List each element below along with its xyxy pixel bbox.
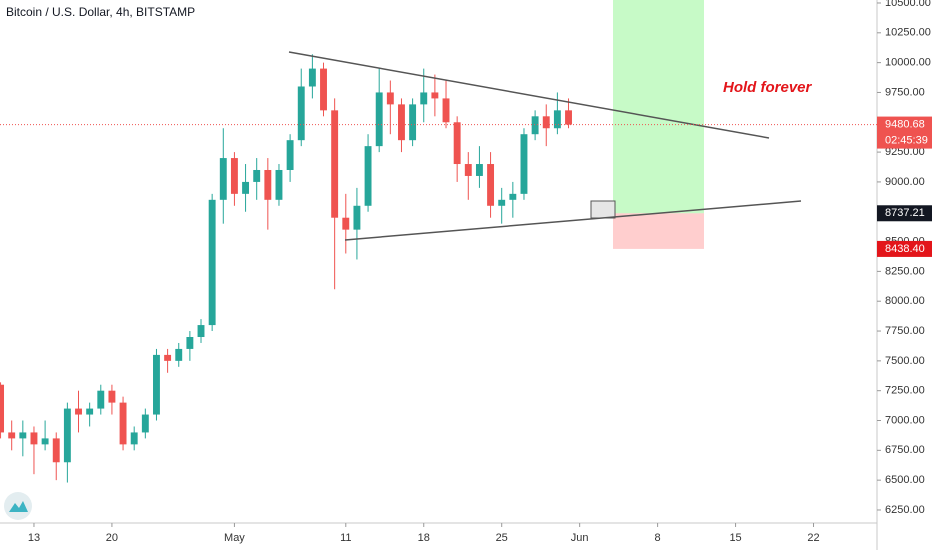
entry-price-label: 8737.21 bbox=[885, 207, 925, 219]
y-tick-label: 6250.00 bbox=[885, 504, 925, 516]
candle-body bbox=[498, 199, 506, 206]
x-tick-label: 25 bbox=[496, 532, 508, 544]
entry-box bbox=[590, 200, 616, 219]
candle-body bbox=[19, 432, 27, 439]
candle-body bbox=[63, 408, 71, 463]
y-tick-label: 10000.00 bbox=[885, 57, 931, 69]
candle-body bbox=[442, 98, 450, 123]
y-tick-label: 9000.00 bbox=[885, 176, 925, 188]
candle-body bbox=[386, 92, 394, 105]
x-tick-label: 11 bbox=[340, 532, 351, 544]
candle-body bbox=[275, 169, 283, 200]
x-tick-label: 15 bbox=[729, 532, 741, 544]
candle-body bbox=[119, 402, 127, 445]
last-price-label: 9480.68 bbox=[885, 118, 925, 130]
candle-body bbox=[141, 414, 149, 433]
candle-body bbox=[0, 384, 5, 433]
candle-body bbox=[364, 146, 372, 206]
candle-body bbox=[75, 408, 82, 415]
x-tick-label: 20 bbox=[106, 532, 118, 544]
candle-body bbox=[286, 140, 294, 170]
candle-body bbox=[97, 390, 105, 409]
profit-zone bbox=[613, 0, 704, 214]
candle-body bbox=[398, 104, 405, 141]
trendline bbox=[288, 51, 770, 139]
y-tick-label: 7250.00 bbox=[885, 385, 925, 397]
candle-body bbox=[130, 432, 138, 445]
y-tick-label: 10500.00 bbox=[885, 0, 931, 9]
candle-body bbox=[197, 325, 205, 338]
candle-body bbox=[520, 134, 528, 194]
candle-body bbox=[264, 169, 272, 200]
y-tick-label: 8250.00 bbox=[885, 265, 925, 277]
candle-body bbox=[331, 110, 339, 218]
candle-body bbox=[353, 205, 361, 230]
y-tick-label: 6750.00 bbox=[885, 444, 925, 456]
y-tick-label: 7750.00 bbox=[885, 325, 925, 337]
stop-price-label: 8438.40 bbox=[885, 243, 925, 255]
logo bbox=[4, 492, 32, 520]
candle-body bbox=[308, 68, 316, 87]
candle-body bbox=[30, 432, 38, 445]
candle-body bbox=[219, 158, 227, 200]
x-tick-label: 8 bbox=[655, 532, 661, 544]
trendline bbox=[344, 200, 802, 241]
candle-body bbox=[8, 432, 16, 439]
candle-body bbox=[542, 116, 550, 129]
x-tick-label: 13 bbox=[28, 532, 40, 544]
x-tick-label: 22 bbox=[807, 532, 819, 544]
x-tick-label: Jun bbox=[571, 532, 589, 544]
candle-body bbox=[52, 438, 60, 463]
candle-body bbox=[253, 169, 261, 182]
y-tick-label: 8000.00 bbox=[885, 295, 925, 307]
y-tick-label: 7500.00 bbox=[885, 355, 925, 367]
y-tick-label: 9250.00 bbox=[885, 146, 925, 158]
candle-body bbox=[420, 92, 428, 105]
chart-title: Bitcoin / U.S. Dollar, 4h, BITSTAMP bbox=[6, 5, 195, 19]
entry-price-box bbox=[877, 205, 932, 222]
candle-body bbox=[475, 164, 483, 176]
y-tick-label: 9750.00 bbox=[885, 86, 925, 98]
candle-body bbox=[186, 337, 194, 349]
candle-body bbox=[342, 217, 350, 230]
x-tick-label: May bbox=[224, 532, 245, 544]
candle-body bbox=[464, 164, 472, 176]
loss-zone bbox=[613, 213, 704, 249]
countdown-label: 02:45:39 bbox=[885, 134, 928, 146]
candle-body bbox=[553, 110, 561, 129]
candle-body bbox=[409, 104, 417, 141]
candle-body bbox=[375, 92, 383, 147]
last-price-box bbox=[877, 116, 932, 149]
candle-body bbox=[108, 390, 116, 403]
y-tick-label: 10250.00 bbox=[885, 27, 931, 39]
candle-body bbox=[230, 158, 238, 194]
candle-body bbox=[242, 181, 250, 194]
candle-body bbox=[431, 92, 439, 99]
candle-body bbox=[175, 348, 183, 361]
candle-body bbox=[453, 122, 461, 165]
candle-body bbox=[164, 354, 172, 361]
x-tick-label: 18 bbox=[418, 532, 430, 544]
candle-body bbox=[509, 193, 517, 200]
candle-body bbox=[565, 110, 572, 125]
candle-body bbox=[320, 68, 327, 111]
candle-body bbox=[208, 199, 216, 326]
candle-body bbox=[86, 408, 94, 415]
candle-body bbox=[153, 354, 160, 415]
candle-body bbox=[41, 438, 49, 445]
annotation: Hold forever bbox=[723, 79, 813, 96]
candle-body bbox=[531, 116, 539, 135]
y-tick-label: 6500.00 bbox=[885, 474, 925, 486]
candle-body bbox=[487, 164, 495, 206]
stop-price-box bbox=[877, 240, 932, 257]
y-tick-label: 7000.00 bbox=[885, 414, 925, 426]
candle-body bbox=[297, 86, 305, 141]
